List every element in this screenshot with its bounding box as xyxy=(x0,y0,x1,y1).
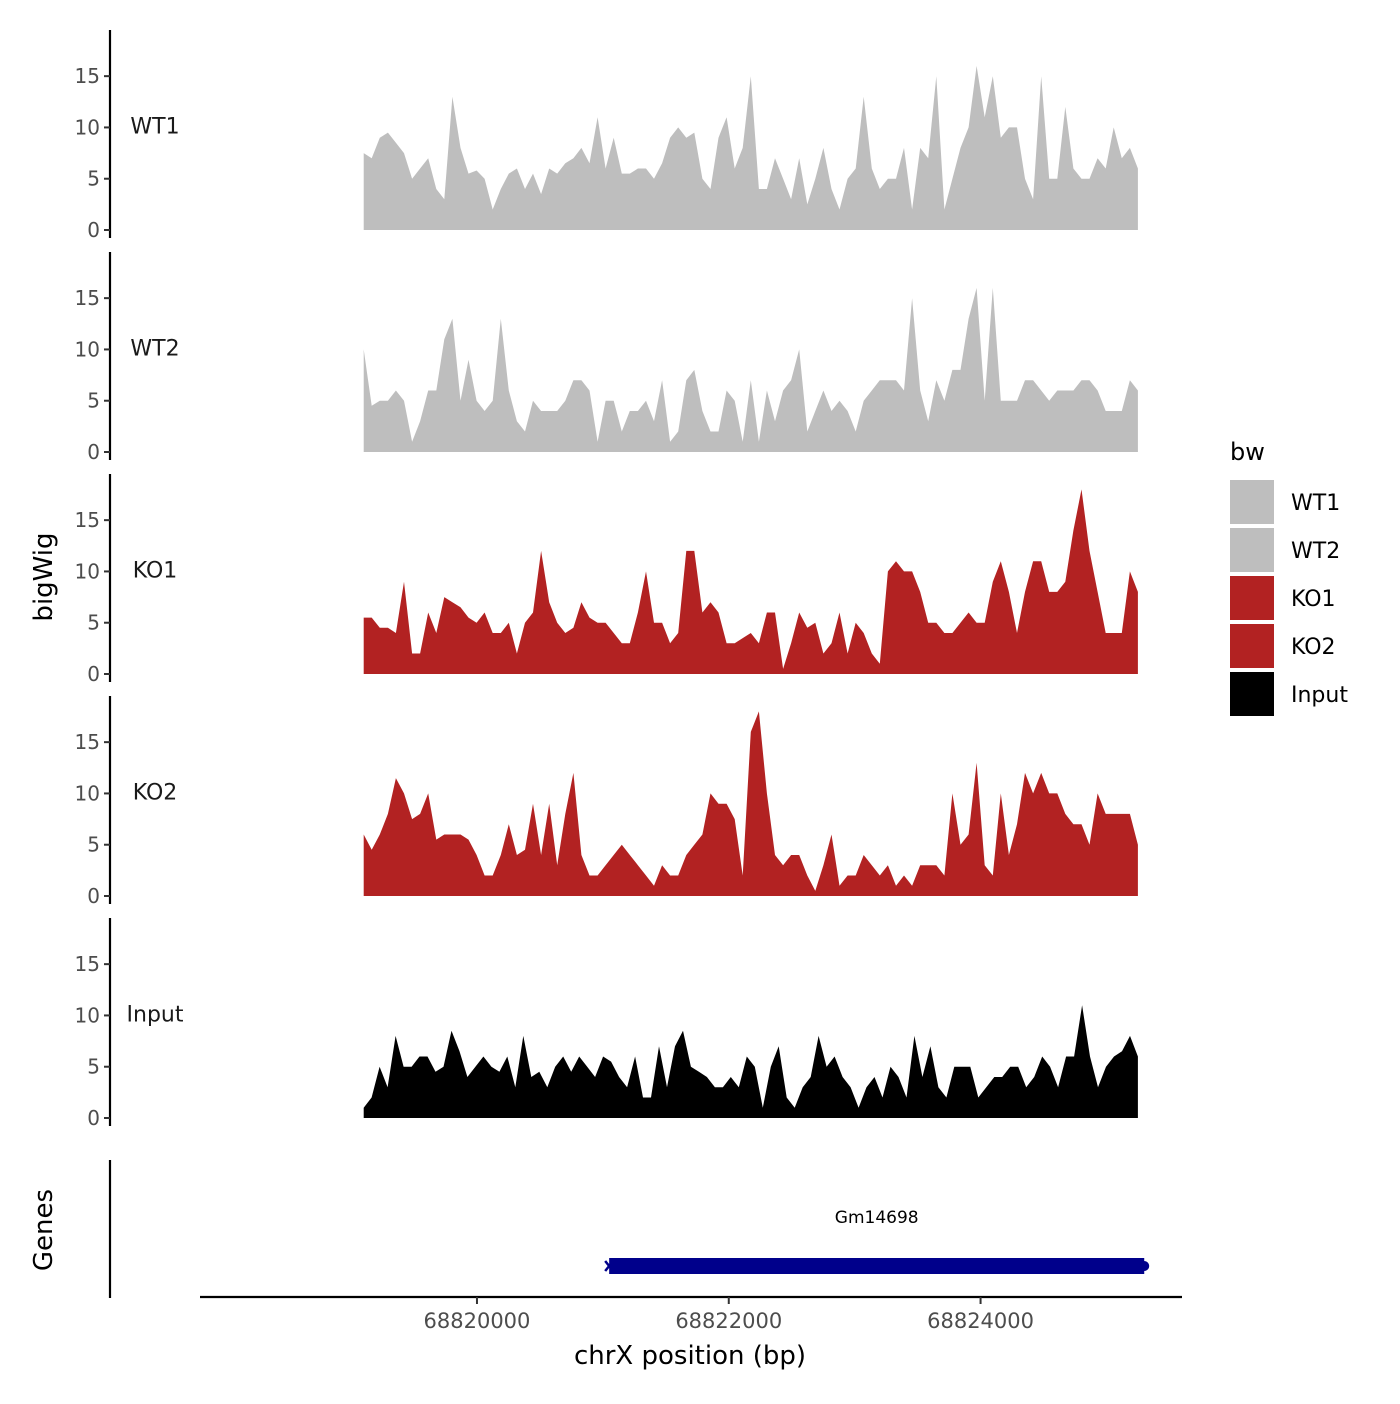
genes-axis-title: Genes xyxy=(29,1189,59,1271)
legend-label: KO1 xyxy=(1291,587,1336,612)
track-label: KO1 xyxy=(133,559,178,584)
legend-label: WT2 xyxy=(1291,539,1340,564)
y-tick-label: 15 xyxy=(75,508,100,532)
y-tick-label: 15 xyxy=(75,730,100,754)
bigwig-tracks: 0 5 10 15 WT1 0 5 10 15 WT2 0 5 10 15 KO1 0 5 10 15 KO2 0 5 10… xyxy=(75,30,1138,1130)
gene-start-marker xyxy=(604,1260,615,1272)
y-tick-label: 0 xyxy=(87,1106,100,1130)
y-tick-label: 5 xyxy=(87,167,100,191)
y-tick-label: 5 xyxy=(87,611,100,635)
track-input: 0 5 10 15 Input xyxy=(75,918,1138,1130)
area-ko2 xyxy=(363,711,1138,896)
legend-item-ko2: KO2 xyxy=(1230,624,1336,668)
legend-swatch xyxy=(1230,528,1274,572)
y-tick-label: 15 xyxy=(75,286,100,310)
y-tick-label: 15 xyxy=(75,952,100,976)
track-label: WT1 xyxy=(130,115,179,140)
gene-body xyxy=(609,1258,1145,1274)
y-axis-title: bigWig xyxy=(29,532,59,621)
legend-item-wt2: WT2 xyxy=(1230,528,1340,572)
legend-item-input: Input xyxy=(1230,672,1348,716)
legend-label: KO2 xyxy=(1291,635,1336,660)
legend-swatch xyxy=(1230,624,1274,668)
y-tick-label: 10 xyxy=(75,559,100,583)
y-tick-label: 5 xyxy=(87,389,100,413)
area-wt2 xyxy=(363,287,1138,452)
track-ko1: 0 5 10 15 KO1 xyxy=(75,474,1138,686)
legend-label: WT1 xyxy=(1291,491,1340,516)
legend-swatch xyxy=(1230,672,1274,716)
y-tick-label: 0 xyxy=(87,218,100,242)
track-label: KO2 xyxy=(133,781,178,806)
x-tick-label: 68822000 xyxy=(675,1309,782,1333)
legend: bw WT1 WT2 KO1 KO2 Input xyxy=(1230,438,1348,716)
area-ko1 xyxy=(363,489,1138,674)
y-tick-label: 10 xyxy=(75,781,100,805)
x-tick-label: 68820000 xyxy=(424,1309,531,1333)
track-ko2: 0 5 10 15 KO2 xyxy=(75,696,1138,908)
y-tick-label: 0 xyxy=(87,662,100,686)
legend-item-wt1: WT1 xyxy=(1230,480,1340,524)
y-tick-label: 10 xyxy=(75,337,100,361)
gene-gm14698: Gm14698 xyxy=(604,1208,1150,1274)
y-tick-label: 10 xyxy=(75,115,100,139)
legend-title: bw xyxy=(1230,438,1265,466)
y-tick-label: 0 xyxy=(87,440,100,464)
gene-end-marker xyxy=(1139,1261,1150,1271)
legend-swatch xyxy=(1230,480,1274,524)
y-tick-label: 10 xyxy=(75,1003,100,1027)
track-label: WT2 xyxy=(130,337,179,362)
area-input xyxy=(363,1005,1138,1118)
x-tick-label: 68824000 xyxy=(927,1309,1034,1333)
y-tick-label: 5 xyxy=(87,1055,100,1079)
y-tick-label: 5 xyxy=(87,833,100,857)
legend-swatch xyxy=(1230,576,1274,620)
gene-label: Gm14698 xyxy=(835,1208,919,1228)
genes-panel: Gm14698 xyxy=(108,1160,1150,1298)
x-axis: 68820000 68822000 68824000 xyxy=(200,1295,1182,1333)
area-wt1 xyxy=(363,65,1138,231)
x-axis-title: chrX position (bp) xyxy=(574,1341,806,1371)
track-wt2: 0 5 10 15 WT2 xyxy=(75,252,1138,464)
y-tick-label: 15 xyxy=(75,64,100,88)
track-label: Input xyxy=(127,1003,184,1028)
y-tick-label: 0 xyxy=(87,884,100,908)
track-wt1: 0 5 10 15 WT1 xyxy=(75,30,1138,242)
legend-item-ko1: KO1 xyxy=(1230,576,1336,620)
legend-label: Input xyxy=(1291,683,1348,708)
